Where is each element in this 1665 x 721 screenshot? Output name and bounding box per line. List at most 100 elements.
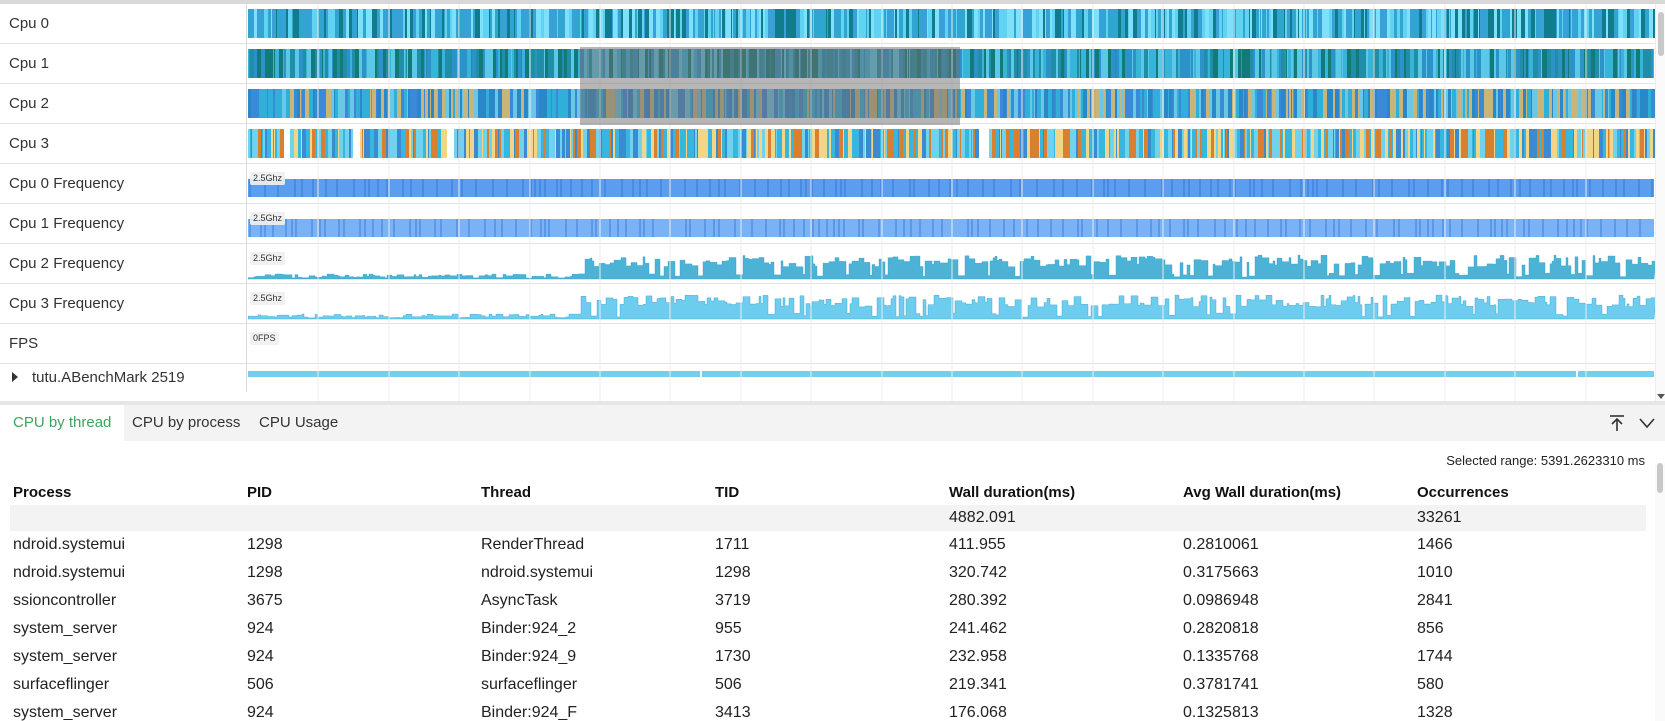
cpu-slice <box>1651 89 1655 118</box>
track-row[interactable]: Cpu 3 <box>0 124 1656 164</box>
cpu-slice <box>1535 89 1537 118</box>
tab-cpu-by-process[interactable]: CPU by process <box>132 414 241 431</box>
cpu-slice <box>529 9 533 38</box>
cpu-slice <box>722 129 725 158</box>
cpu-slice <box>1309 9 1313 38</box>
cpu-slice <box>1441 49 1443 78</box>
table-scrollbar-thumb[interactable] <box>1657 463 1663 493</box>
cpu-slice <box>682 9 686 38</box>
track-graph <box>248 179 1654 197</box>
cpu-slice <box>899 129 900 158</box>
chevron-down-icon[interactable] <box>1637 413 1657 433</box>
track-label[interactable]: Cpu 0 <box>0 4 247 43</box>
cpu-slice <box>1232 89 1236 118</box>
cpu-slice <box>715 9 719 38</box>
trace-scrollbar[interactable] <box>1655 4 1665 401</box>
column-header-avg-wall-duration[interactable]: Avg Wall duration(ms) <box>1183 483 1342 501</box>
cpu-slice <box>1256 129 1258 158</box>
trace-scrollbar-thumb[interactable] <box>1658 12 1664 56</box>
track-row[interactable]: Cpu 0 <box>0 4 1656 44</box>
track-content[interactable]: 2.5Ghz <box>248 164 1656 203</box>
table-scrollbar[interactable] <box>1655 463 1665 721</box>
track-content[interactable]: 2.5Ghz <box>248 204 1656 243</box>
track-label[interactable]: Cpu 1 Frequency <box>0 204 247 243</box>
table-row[interactable]: system_server 924 Binder:924_F 3413 176.068 0… <box>10 699 1646 721</box>
cpu-slice <box>1615 89 1617 118</box>
table-row[interactable]: ssioncontroller 3675 AsyncTask 3719 280.392 0… <box>10 587 1646 615</box>
track-content[interactable]: 0FPS <box>248 324 1656 363</box>
tab-cpu-by-thread[interactable]: CPU by thread <box>0 405 125 441</box>
cell-tid: 506 <box>715 676 742 693</box>
column-header-pid[interactable]: PID <box>247 483 273 501</box>
track-row[interactable]: Cpu 0 Frequency 2.5Ghz <box>0 164 1656 204</box>
cpu-slice <box>1279 49 1280 78</box>
track-row[interactable]: Cpu 2 Frequency 2.5Ghz <box>0 244 1656 284</box>
cpu-slice <box>1056 49 1058 78</box>
expand-caret-icon[interactable] <box>12 372 18 383</box>
cpu-slice <box>1613 49 1617 78</box>
cpu-slice <box>1582 129 1583 158</box>
cpu-slice <box>1138 49 1141 78</box>
summary-cell <box>478 505 712 531</box>
panel-resize-handle[interactable] <box>0 401 1665 405</box>
cpu-slice <box>421 49 424 78</box>
trace-viewer[interactable]: Cpu 0 Cpu 1 Cpu 2 Cpu 3 Cpu 0 Frequency 2.5Gh… <box>0 0 1665 401</box>
cpu-slice <box>1352 9 1353 38</box>
track-content[interactable]: 2.5Ghz <box>248 244 1656 283</box>
track-content[interactable]: 2.5Ghz <box>248 284 1656 323</box>
scroll-down-arrow-icon[interactable] <box>1657 394 1665 399</box>
track-content[interactable] <box>248 124 1656 163</box>
cpu-slice <box>456 9 459 38</box>
pin-top-icon[interactable] <box>1607 413 1627 433</box>
track-content[interactable] <box>248 4 1656 43</box>
cpu-slice <box>1148 9 1151 38</box>
column-header-tid[interactable]: TID <box>715 483 740 501</box>
cpu-slice <box>1308 89 1309 118</box>
track-label[interactable]: Cpu 0 Frequency <box>0 164 247 203</box>
cpu-slice <box>534 129 537 158</box>
cpu-slice <box>1144 49 1148 78</box>
cpu-slice <box>697 129 698 158</box>
track-row[interactable]: tutu.ABenchMark 2519 <box>0 364 1656 392</box>
table-row[interactable]: system_server 924 Binder:924_9 1730 232.958 0… <box>10 643 1646 671</box>
tab-cpu-usage[interactable]: CPU Usage <box>259 414 339 431</box>
column-header-wall-duration[interactable]: Wall duration(ms) <box>949 483 1076 501</box>
column-header-thread[interactable]: Thread <box>481 483 532 501</box>
table-row[interactable]: surfaceflinger 506 surfaceflinger 506 219.34… <box>10 671 1646 699</box>
column-header-occurrences[interactable]: Occurrences <box>1417 483 1509 501</box>
cpu-slice <box>1366 49 1368 78</box>
table-row[interactable]: ndroid.systemui 1298 ndroid.systemui 1298 32… <box>10 559 1646 587</box>
cpu-slice <box>1050 129 1054 158</box>
column-header-process[interactable]: Process <box>13 483 72 501</box>
cpu-slice <box>406 129 409 158</box>
cpu-slice <box>1426 49 1427 78</box>
track-row[interactable]: Cpu 1 Frequency 2.5Ghz <box>0 204 1656 244</box>
cpu-slice <box>393 129 397 158</box>
cpu-slice <box>929 129 931 158</box>
cpu-slice <box>957 129 958 158</box>
table-row[interactable]: system_server 924 Binder:924_2 955 241.462 0.… <box>10 615 1646 643</box>
cpu-slice <box>1438 89 1441 118</box>
cpu-slice <box>693 9 695 38</box>
track-label[interactable]: Cpu 1 <box>0 44 247 83</box>
cpu-slice <box>1630 9 1634 38</box>
cpu-slice <box>1359 89 1363 118</box>
track-label[interactable]: Cpu 3 <box>0 124 247 163</box>
cpu-slice <box>1396 129 1399 158</box>
cpu-slice <box>474 129 477 158</box>
cpu-slice <box>991 89 994 118</box>
cpu-slice <box>1061 49 1064 78</box>
track-label[interactable]: Cpu 2 Frequency <box>0 244 247 283</box>
track-label[interactable]: tutu.ABenchMark 2519 <box>0 364 247 392</box>
cpu-slice <box>347 49 350 78</box>
track-label[interactable]: FPS <box>0 324 247 363</box>
cpu-slice <box>1505 129 1506 158</box>
track-row[interactable]: Cpu 3 Frequency 2.5Ghz <box>0 284 1656 324</box>
track-label[interactable]: Cpu 3 Frequency <box>0 284 247 323</box>
table-row[interactable]: ndroid.systemui 1298 RenderThread 1711 411.9… <box>10 531 1646 559</box>
track-row[interactable]: FPS 0FPS <box>0 324 1656 364</box>
track-content[interactable] <box>248 364 1656 392</box>
cpu-slice <box>1169 9 1170 38</box>
track-label[interactable]: Cpu 2 <box>0 84 247 123</box>
cpu-slice <box>1318 129 1321 158</box>
